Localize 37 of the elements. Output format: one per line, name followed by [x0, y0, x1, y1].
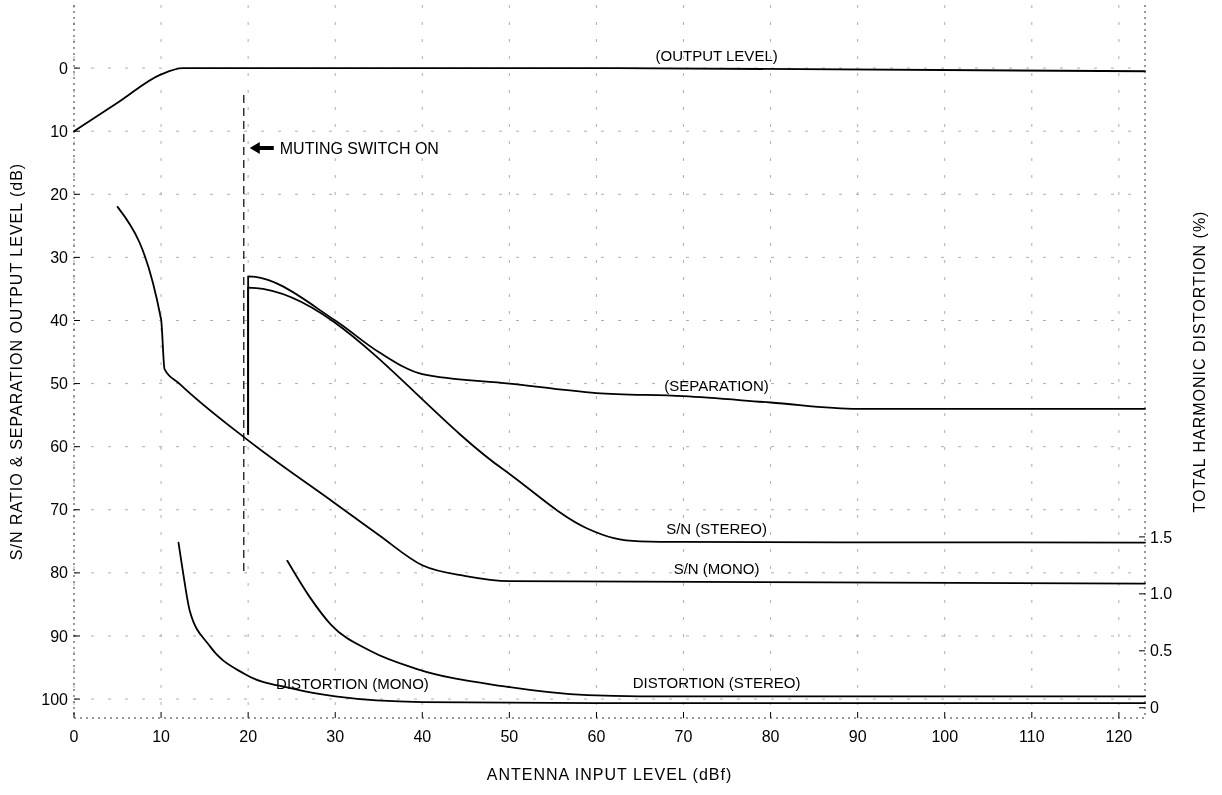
x-tick-label: 10 — [152, 728, 171, 745]
y2-tick-label: 0 — [1150, 699, 1159, 717]
series-label: S/N (STEREO) — [666, 520, 768, 537]
y-tick-label: 90 — [50, 627, 69, 645]
series-label: DISTORTION (STEREO) — [632, 674, 801, 692]
y-axis-title: S/N RATIO & SEPARATION OUTPUT LEVEL (dB) — [8, 162, 25, 561]
y2-tick-label: 1.5 — [1150, 528, 1173, 546]
x-tick-label: 20 — [239, 728, 258, 745]
y-tick-label: 50 — [50, 375, 69, 393]
y-tick-label: 100 — [41, 690, 69, 708]
x-tick-label: 100 — [931, 728, 959, 745]
series-label: DISTORTION (MONO) — [276, 675, 429, 693]
y2-tick-label: 0.5 — [1150, 642, 1173, 660]
x-tick-label: 40 — [413, 728, 432, 745]
x-tick-label: 60 — [587, 728, 606, 745]
x-tick-label: 120 — [1105, 728, 1133, 745]
y2-axis-title: TOTAL HARMONIC DISTORTION (%) — [1191, 210, 1208, 513]
y-tick-label: 40 — [50, 312, 69, 330]
y-tick-label: 80 — [50, 564, 69, 582]
y-tick-label: 0 — [59, 59, 69, 77]
x-tick-label: 50 — [500, 728, 519, 745]
series-label: S/N (MONO) — [673, 559, 760, 577]
y-tick-label: 20 — [50, 185, 69, 203]
y-tick-label: 70 — [50, 501, 69, 519]
x-axis-title: ANTENNA INPUT LEVEL (dBf) — [486, 766, 733, 783]
y-tick-label: 30 — [50, 248, 69, 266]
x-tick-label: 30 — [326, 728, 345, 745]
x-tick-label: 90 — [848, 728, 867, 745]
y-tick-label: 10 — [50, 122, 69, 140]
x-tick-label: 70 — [674, 728, 693, 745]
y2-tick-label: 1.0 — [1150, 585, 1173, 603]
ref-line-label: MUTING SWITCH ON — [279, 139, 439, 157]
series-label: (SEPARATION) — [664, 376, 769, 394]
series-label: (OUTPUT LEVEL) — [655, 46, 778, 64]
x-tick-label: 110 — [1019, 728, 1045, 745]
x-tick-label: 80 — [761, 728, 780, 745]
y-tick-label: 60 — [50, 438, 69, 456]
